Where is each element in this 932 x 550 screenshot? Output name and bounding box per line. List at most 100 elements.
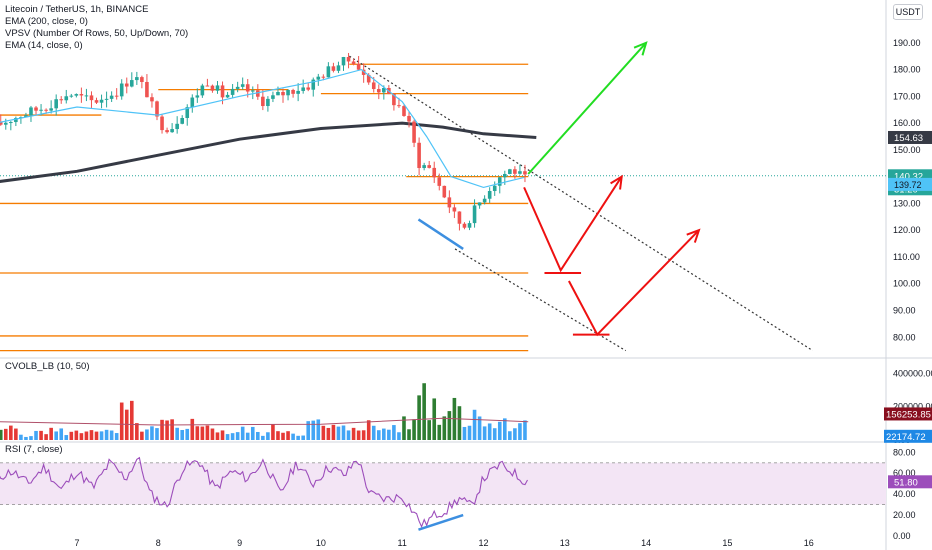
symbol-title[interactable]: Litecoin / TetherUS, 1h, BINANCE [5,4,149,15]
candle-body [54,99,58,109]
rsi-tick-label: 60.00 [893,468,916,478]
candle-body [175,123,179,130]
volume-bar [64,435,69,440]
time-tick-label: 16 [804,538,814,548]
candle-body [155,101,159,117]
volume-bar [316,419,321,440]
volume-bar [301,435,305,440]
candle-body [346,57,351,62]
volume-bar [371,425,376,440]
volume-secondary-badge-text: 22174.72 [886,432,926,443]
rsi-indicator-title[interactable]: RSI (7, close) [5,444,63,455]
candle-body [14,118,18,123]
candle-body [366,74,371,83]
volume-bar [266,432,270,440]
candle-body [291,89,295,94]
volume-bar [99,431,104,440]
volume-bar [150,426,154,440]
candle-body [266,98,270,107]
volume-pane[interactable] [0,383,529,440]
candle-body [503,173,507,178]
volume-bar [508,431,512,440]
candle-body [235,86,240,89]
volume-bar [341,425,346,440]
candle-body [457,211,462,224]
volume-bar [387,429,391,440]
volume-bar [74,430,79,440]
ema14-line [0,68,525,189]
price-pane[interactable] [0,41,886,352]
volume-bar [311,420,316,440]
rsi-line [0,456,528,529]
ema200-line [0,121,537,183]
time-tick-label: 10 [316,538,326,548]
volume-bar [225,434,230,440]
volume-bar [39,430,43,440]
volume-bar [261,435,265,440]
currency-label[interactable]: USDT [893,4,923,20]
candle-body [29,107,33,116]
volume-bar [356,430,361,440]
candle-body [114,95,119,97]
candle-body [467,223,472,228]
volume-bar [442,416,447,440]
candle-body [508,169,512,174]
candle-body [210,85,215,91]
candle-body [64,96,69,101]
rsi-pane[interactable] [0,456,886,531]
volume-bar [291,433,295,440]
rsi-value-badge-text: 51.80 [894,477,918,488]
candle-body [150,97,154,102]
ema14-price-badge-bg [888,177,932,191]
volume-bar [331,424,336,440]
indicator-vpsv[interactable]: VPSV (Number Of Rows, 50, Up/Down, 70) [5,28,189,39]
candle-body [39,109,43,111]
indicator-ema200[interactable]: EMA (200, close, 0) [5,16,88,27]
price-tick-label: 160.00 [893,118,921,128]
volume-bar [432,398,437,440]
volume-bar [24,436,28,440]
trendline [349,55,814,352]
volume-bar [523,420,527,440]
candle-body [3,122,8,125]
candle-body [89,95,94,101]
volume-bar [94,431,99,440]
candle-body [145,81,149,98]
candle-body [371,82,376,90]
volume-bar [382,428,386,440]
candle-body [225,94,230,98]
volume-bar [129,400,134,440]
volume-bar [109,430,114,440]
price-tick-label: 100.00 [893,279,921,289]
volume-bar [245,432,250,440]
volume-bar [89,430,94,440]
candle-body [256,90,260,97]
volume-bar [220,430,225,440]
candle-body [9,122,13,124]
volume-bar [14,428,18,440]
indicator-ema14[interactable]: EMA (14, close, 0) [5,40,83,51]
volume-bar [155,428,159,440]
volume-bar [250,426,255,440]
volume-bar [326,427,331,440]
volume-bar [29,436,33,440]
volume-value-badge: 156253.85 [884,407,932,421]
time-tick-label: 8 [156,538,161,548]
candle-body [84,95,89,97]
volume-bar [513,428,517,440]
candle-body [281,91,285,96]
candle-body [240,84,245,87]
volume-bar [366,420,371,440]
volume-bar [286,431,290,440]
volume-bar [306,421,311,440]
volume-tick-label: 400000.00 [893,368,932,378]
time-tick-label: 9 [237,538,242,548]
volume-bar [321,425,326,440]
bear-projection-arrow [523,176,623,273]
candle-body [523,171,527,175]
volume-indicator-title[interactable]: CVOLB_LB (10, 50) [5,361,90,372]
arrow-head [686,228,701,243]
volume-bar [407,429,411,440]
volume-bar [59,428,64,440]
